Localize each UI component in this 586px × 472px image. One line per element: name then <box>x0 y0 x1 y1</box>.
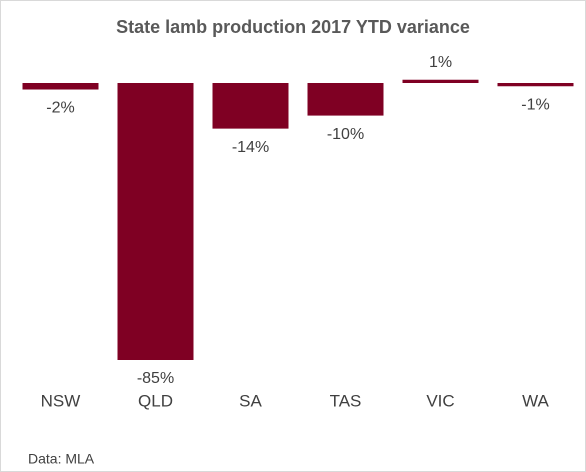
x-tick-label: VIC <box>426 391 454 410</box>
data-label: -1% <box>521 96 549 113</box>
data-label: -2% <box>46 100 74 117</box>
source-note: Data: MLA <box>28 451 95 467</box>
bar <box>212 83 289 129</box>
data-label: 1% <box>429 54 452 71</box>
x-tick-label: TAS <box>330 391 362 410</box>
x-tick-label: QLD <box>138 391 173 410</box>
data-label: -85% <box>137 370 174 387</box>
chart-title: State lamb production 2017 YTD variance <box>116 17 470 37</box>
x-tick-label: NSW <box>41 391 81 410</box>
data-label: -14% <box>232 139 269 156</box>
data-label: -10% <box>327 126 364 143</box>
bar <box>497 83 574 87</box>
x-tick-label: WA <box>522 391 549 410</box>
bar <box>307 83 384 116</box>
bar <box>402 79 479 83</box>
bar <box>117 83 194 360</box>
bar <box>22 83 99 90</box>
x-tick-label: SA <box>239 391 262 410</box>
